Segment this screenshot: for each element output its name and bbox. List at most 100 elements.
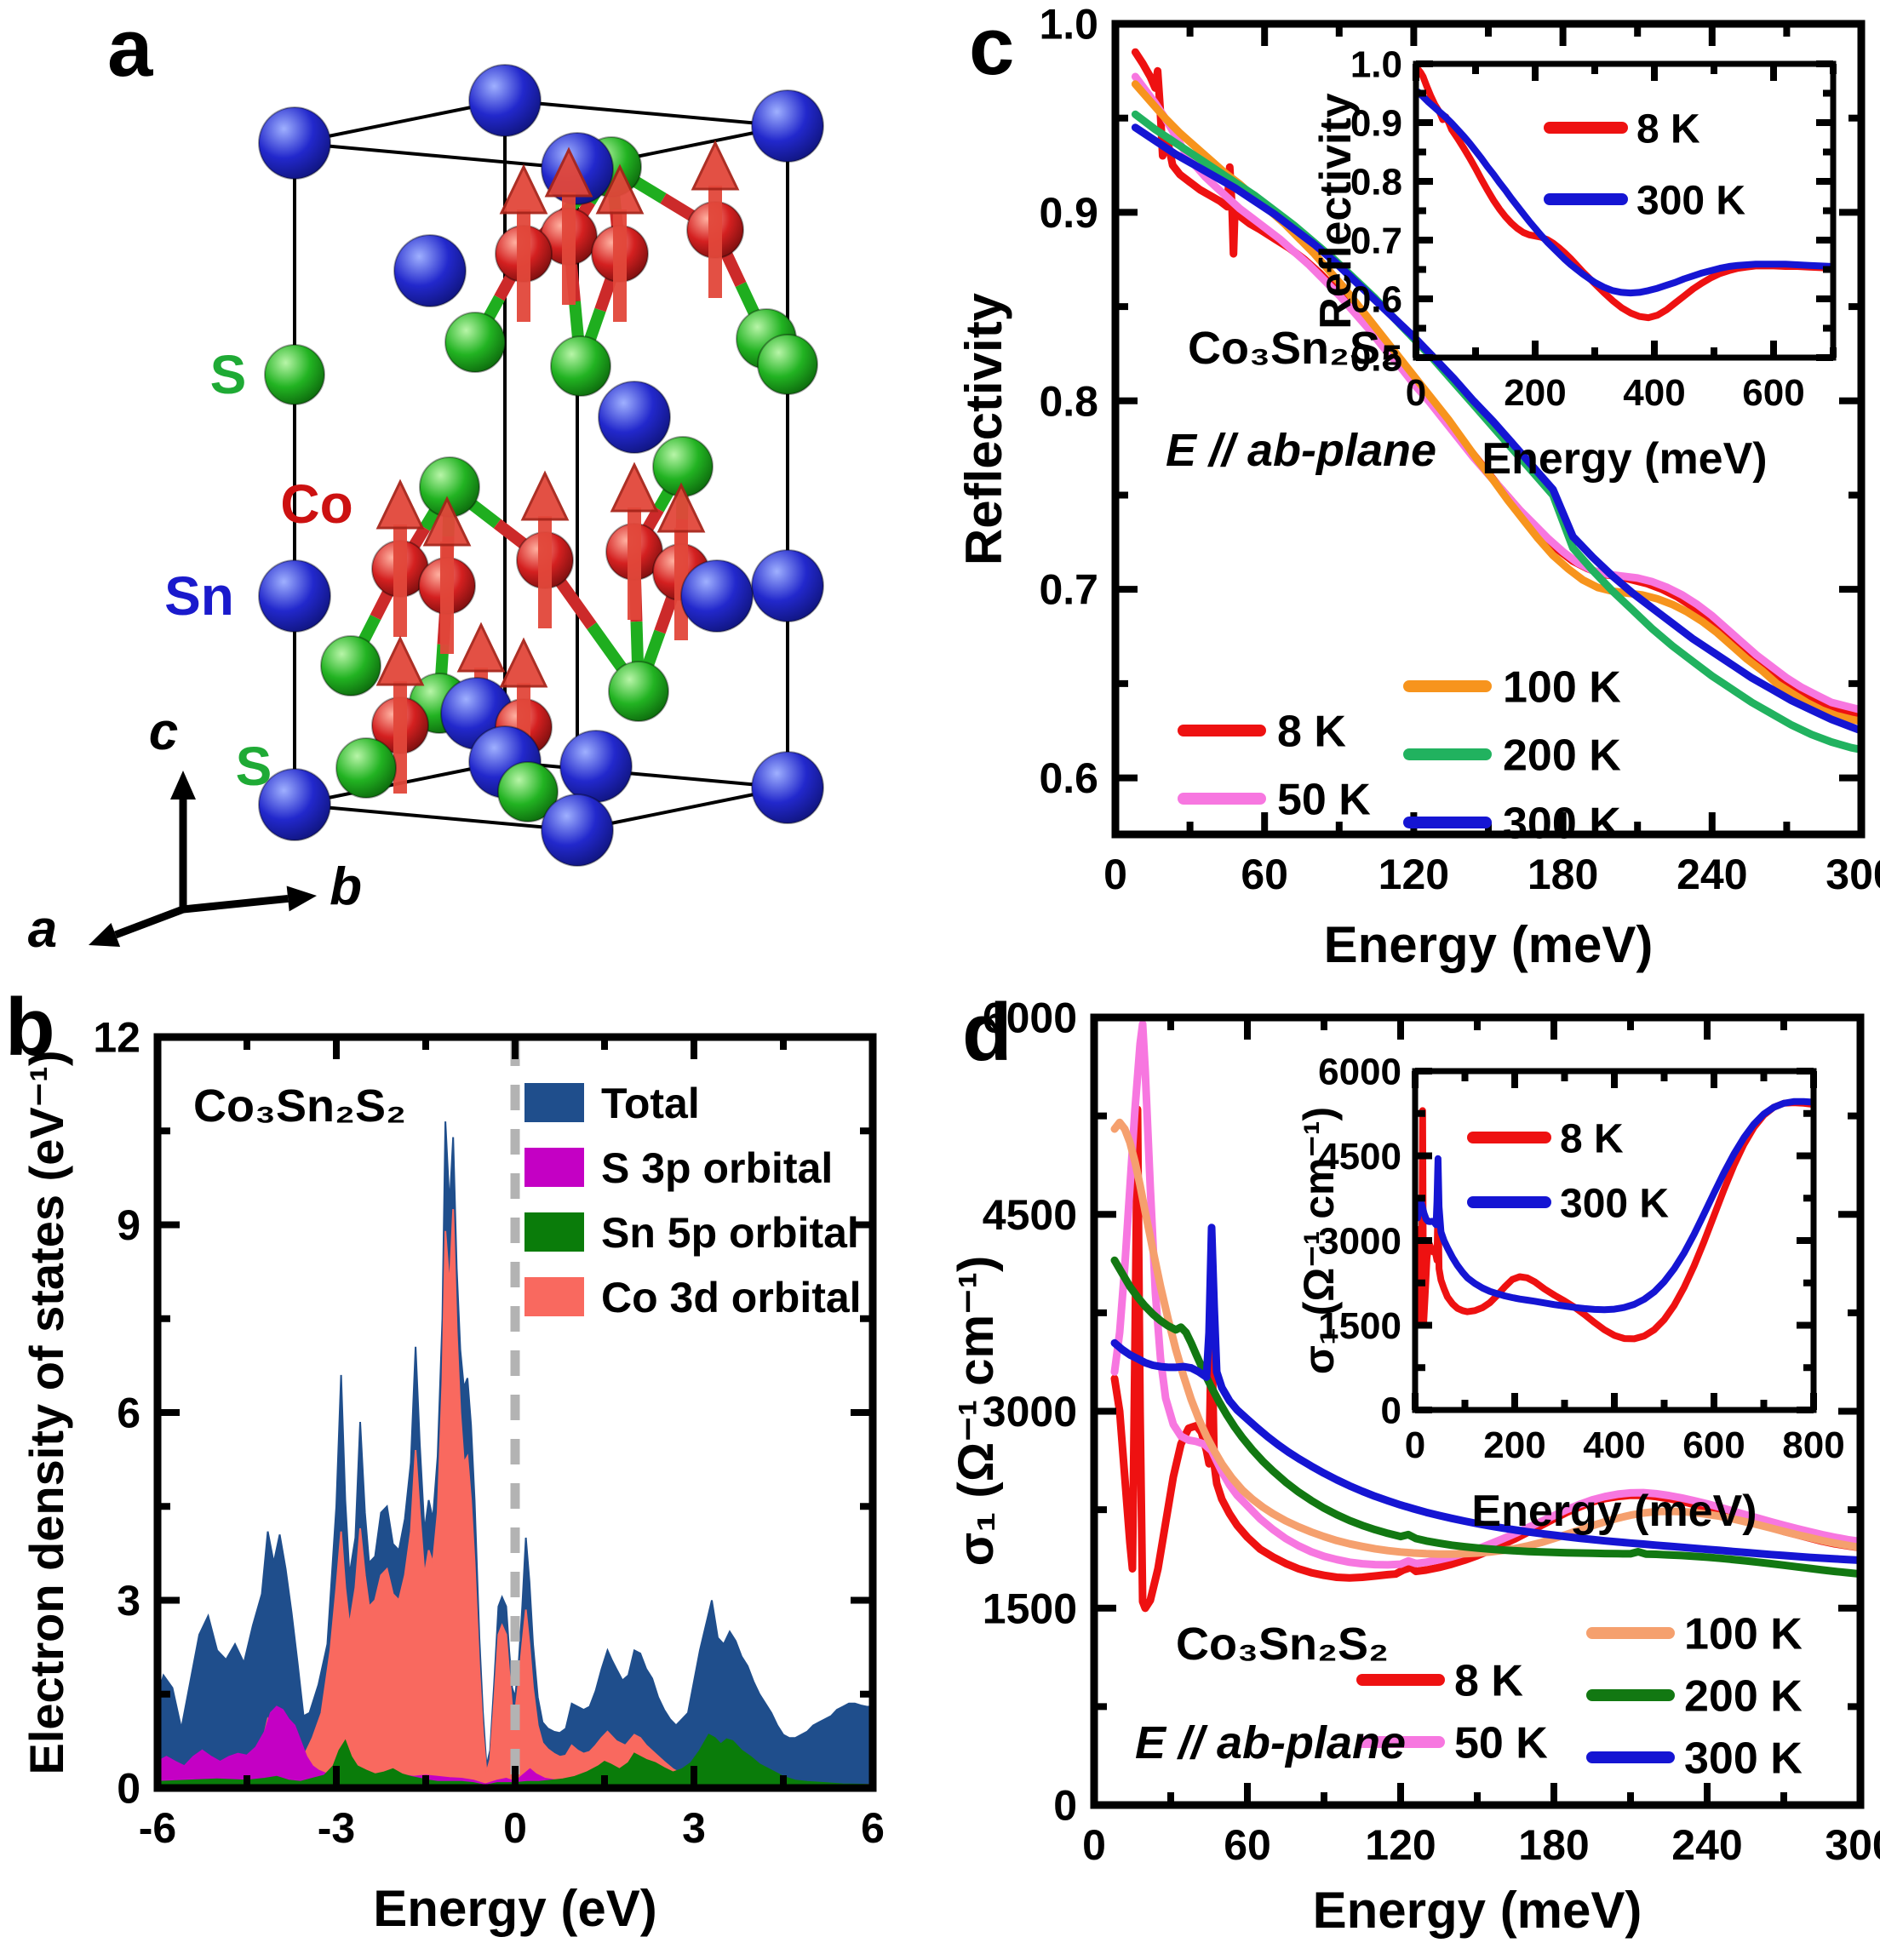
s-atom bbox=[497, 761, 559, 822]
s-atom bbox=[550, 335, 611, 397]
spin-arrow-head bbox=[595, 163, 645, 215]
legend-swatch-co-3d-orbital bbox=[524, 1277, 584, 1316]
x-tick-label: 0 bbox=[1406, 372, 1426, 414]
curve-8-k bbox=[1416, 66, 1833, 322]
axis-arrow-head bbox=[286, 885, 317, 912]
sn-atom bbox=[559, 730, 633, 803]
s-atom bbox=[757, 334, 818, 395]
legend-swatch-s-3p-orbital bbox=[524, 1148, 584, 1187]
curve-100-k bbox=[1110, 1118, 1860, 1558]
y-tick-label: 0.7 bbox=[1350, 220, 1402, 261]
y-tick-label: 0.9 bbox=[1350, 102, 1402, 144]
sn-atom bbox=[468, 64, 542, 137]
legend-label: Sn 5p orbital bbox=[601, 1209, 859, 1257]
legend-label: 300 K bbox=[1636, 178, 1745, 223]
legend-label: 8 K bbox=[1454, 1657, 1523, 1706]
y-tick-label: 0.7 bbox=[1039, 566, 1098, 614]
y-axis-label: σ₁ (Ω⁻¹ cm⁻¹) bbox=[949, 1256, 1004, 1567]
spin-arrow-head bbox=[544, 146, 593, 198]
element-label-s: S bbox=[210, 344, 247, 405]
axis-label-b: b bbox=[330, 857, 362, 916]
y-axis-label: Reflectivity bbox=[1311, 93, 1361, 330]
panel-c-polarization-label: E // ab-plane bbox=[1165, 425, 1437, 476]
sn-atom bbox=[751, 751, 824, 824]
sn-atom bbox=[751, 549, 824, 622]
panel-d-polarization-label: E // ab-plane bbox=[1134, 1717, 1407, 1768]
spin-arrow-head bbox=[656, 482, 706, 533]
spin-arrow-head bbox=[375, 479, 425, 530]
sn-atom bbox=[598, 381, 671, 454]
axis-label-c: c bbox=[149, 702, 178, 761]
chart-d-inset: 0 200 400 600 800 0 1500 3000 4500 6000 Energy (me… bbox=[1295, 1051, 1845, 1536]
legend-label: Co 3d orbital bbox=[601, 1274, 862, 1321]
y-tick-label: 0.8 bbox=[1039, 377, 1098, 425]
chart-b-dos: -6 -3 0 3 6 0 3 6 9 12 Energy (eV) Electron density… bbox=[20, 1014, 885, 1938]
y-tick-label: 0.6 bbox=[1039, 754, 1098, 802]
y-tick-label: 3000 bbox=[1318, 1220, 1401, 1262]
panel-b-label: b bbox=[5, 982, 55, 1073]
panel-a-crystal: S Co Sn Sc b a bbox=[28, 64, 824, 959]
x-tick-label: 180 bbox=[1528, 851, 1598, 898]
x-tick-label: 120 bbox=[1365, 1821, 1436, 1869]
y-tick-label: 6000 bbox=[983, 994, 1077, 1042]
panel-a-label: a bbox=[107, 3, 153, 94]
y-tick-label: 0.8 bbox=[1350, 161, 1402, 203]
spin-arrow-head bbox=[610, 461, 659, 513]
y-tick-label: 9 bbox=[117, 1201, 140, 1249]
x-axis-label: Energy (eV) bbox=[373, 1880, 656, 1937]
x-tick-label: 180 bbox=[1518, 1821, 1589, 1869]
x-axis-label: Energy (meV) bbox=[1482, 434, 1767, 484]
spin-arrow-head bbox=[456, 622, 506, 673]
x-tick-label: 800 bbox=[1782, 1424, 1844, 1466]
panel-c-compound-title: Co₃Sn₂S₂ bbox=[1188, 323, 1401, 374]
x-tick-label: 240 bbox=[1677, 851, 1747, 898]
x-tick-label: 0 bbox=[1405, 1424, 1425, 1466]
x-axis-label: Energy (meV) bbox=[1313, 1882, 1642, 1939]
legend-label: 100 K bbox=[1503, 663, 1621, 713]
y-tick-label: 4500 bbox=[1318, 1136, 1401, 1178]
chart-d-sigma: 06012018024030001500300045006000Energy (… bbox=[949, 994, 1880, 1940]
sn-atom bbox=[751, 89, 824, 163]
s-atom bbox=[444, 312, 506, 373]
y-tick-label: 0.9 bbox=[1039, 189, 1098, 237]
legend-label: 200 K bbox=[1684, 1672, 1803, 1722]
sn-atom bbox=[258, 768, 331, 841]
x-tick-label: 300 bbox=[1826, 851, 1880, 898]
legend-swatch-sn-5p-orbital bbox=[524, 1212, 584, 1252]
spin-arrow-head bbox=[375, 635, 425, 686]
y-tick-label: 6000 bbox=[1318, 1051, 1401, 1092]
chart-c-inset: 0 200 400 600 0.5 0.6 0.7 0.8 0.9 1.0 Energy (meV)… bbox=[1311, 43, 1837, 484]
x-tick-label: 300 bbox=[1825, 1821, 1880, 1869]
legend-label: 50 K bbox=[1454, 1719, 1548, 1768]
sn-atom bbox=[393, 234, 467, 307]
x-tick-label: 3 bbox=[682, 1804, 706, 1852]
sn-atom bbox=[541, 794, 614, 867]
panel-c-label: c bbox=[969, 1, 1015, 92]
axis-arrow-line bbox=[114, 905, 185, 939]
panel-d-compound-title: Co₃Sn₂S₂ bbox=[1176, 1619, 1389, 1670]
y-tick-label: 12 bbox=[93, 1014, 140, 1062]
y-tick-label: 4500 bbox=[983, 1191, 1077, 1239]
x-tick-label: 120 bbox=[1378, 851, 1449, 898]
x-tick-label: 0 bbox=[503, 1804, 527, 1852]
sn-atom bbox=[258, 106, 331, 180]
legend-label: 50 K bbox=[1277, 776, 1371, 825]
s-atom bbox=[335, 737, 397, 799]
x-tick-label: 0 bbox=[1082, 1821, 1106, 1869]
legend-label: 100 K bbox=[1684, 1610, 1803, 1659]
spin-arrow-head bbox=[422, 496, 472, 547]
x-tick-label: 200 bbox=[1483, 1424, 1545, 1466]
x-tick-label: 60 bbox=[1241, 851, 1288, 898]
y-axis-label: Reflectivity bbox=[955, 292, 1012, 565]
x-tick-label: -3 bbox=[318, 1804, 355, 1852]
y-tick-label: 1.0 bbox=[1350, 43, 1402, 85]
y-axis-label: Electron density of states (eV⁻¹) bbox=[20, 1050, 73, 1774]
area-co-3d-orbital bbox=[158, 1209, 873, 1788]
x-tick-label: 400 bbox=[1583, 1424, 1645, 1466]
curve-50-k bbox=[1110, 1020, 1860, 1569]
legend-label: 8 K bbox=[1560, 1116, 1624, 1161]
legend-label: 300 K bbox=[1684, 1734, 1803, 1784]
axis-arrow-line bbox=[182, 894, 289, 914]
